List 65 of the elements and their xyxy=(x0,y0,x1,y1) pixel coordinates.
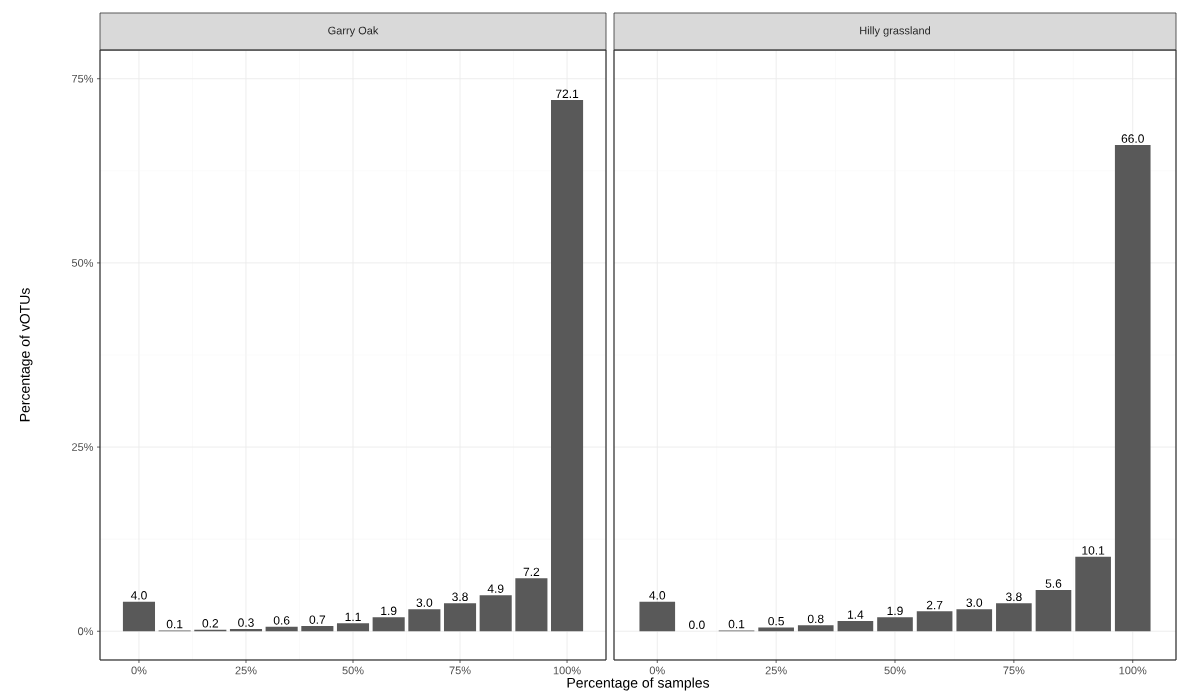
data-label: 10.1 xyxy=(1082,546,1105,555)
bar xyxy=(408,609,441,632)
y-axis-title: Percentage of vOTUs xyxy=(19,288,33,422)
bar xyxy=(1075,556,1111,632)
data-label: 1.1 xyxy=(345,612,361,621)
x-tick-label: 0% xyxy=(131,666,147,675)
bar xyxy=(301,626,334,632)
data-label: 0.0 xyxy=(689,620,705,630)
data-label: 66.0 xyxy=(1121,134,1144,143)
data-label: 3.0 xyxy=(966,598,983,607)
bar xyxy=(372,617,405,632)
bar xyxy=(515,578,548,632)
bar xyxy=(1035,590,1072,632)
bar xyxy=(229,629,263,632)
y-tick-label: 75% xyxy=(72,74,94,83)
bar xyxy=(996,603,1032,632)
data-label: 7.2 xyxy=(523,567,540,577)
data-label: 0.7 xyxy=(309,615,326,624)
x-tick-label: 0% xyxy=(649,666,665,675)
bar xyxy=(265,626,298,632)
bar xyxy=(1114,145,1151,632)
x-tick-label: 100% xyxy=(1119,666,1147,675)
x-tick-label: 100% xyxy=(553,666,581,675)
y-tick-label: 50% xyxy=(71,259,94,267)
data-label: 72.1 xyxy=(555,89,579,98)
data-label: 0.8 xyxy=(807,614,824,624)
bar xyxy=(797,625,834,632)
bar xyxy=(479,595,512,632)
chart-title: Hilly grassland xyxy=(860,26,931,37)
bar xyxy=(122,601,156,632)
x-axis-title: Percentage of samples xyxy=(567,677,710,691)
x-tick-label: 25% xyxy=(235,666,257,675)
data-label: 4.0 xyxy=(649,591,666,600)
bar xyxy=(551,100,584,632)
data-label: 1.4 xyxy=(847,610,864,619)
bar xyxy=(336,623,370,632)
x-tick-label: 25% xyxy=(765,666,787,675)
x-tick-label: 50% xyxy=(342,666,364,675)
data-label: 1.9 xyxy=(381,606,397,616)
x-tick-label: 75% xyxy=(449,666,471,675)
data-label: 3.0 xyxy=(416,598,433,607)
bar xyxy=(877,617,913,632)
x-tick-label: 75% xyxy=(1003,666,1025,675)
data-label: 0.1 xyxy=(728,619,745,629)
data-label: 0.5 xyxy=(768,616,784,626)
x-tick-label: 50% xyxy=(884,666,906,675)
data-label: 0.2 xyxy=(202,619,219,628)
data-label: 1.9 xyxy=(887,606,903,616)
data-label: 5.6 xyxy=(1045,579,1062,588)
bar xyxy=(443,603,477,632)
bar xyxy=(916,611,953,632)
bar xyxy=(837,620,874,632)
data-label: 3.8 xyxy=(1005,592,1022,602)
data-label: 3.8 xyxy=(452,592,468,602)
data-label: 4.0 xyxy=(130,591,147,600)
data-label: 0.3 xyxy=(238,618,254,627)
bar xyxy=(956,609,993,632)
data-label: 0.1 xyxy=(166,619,183,629)
bar xyxy=(639,601,676,632)
y-tick-label: 0% xyxy=(78,627,94,636)
chart-title: Garry Oak xyxy=(328,26,379,37)
data-label: 4.9 xyxy=(487,584,504,593)
data-label: 0.6 xyxy=(273,616,290,625)
y-tick-label: 25% xyxy=(72,443,94,451)
data-label: 2.7 xyxy=(926,600,943,610)
